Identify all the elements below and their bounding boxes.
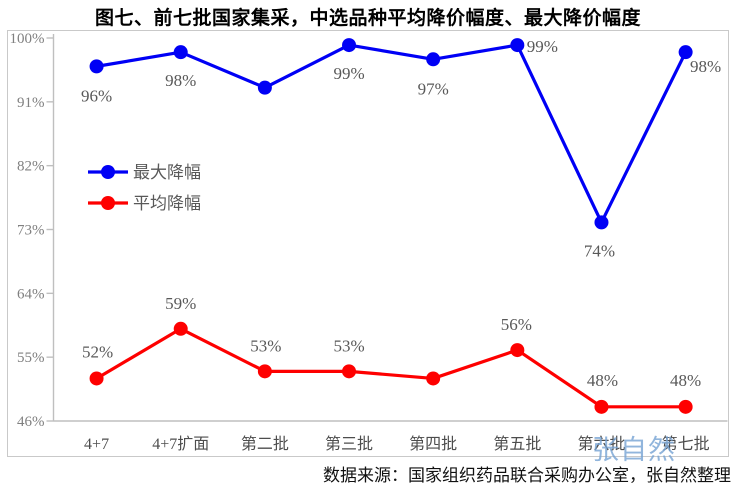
series-line [95, 327, 686, 409]
y-tick-label: 55% [17, 350, 45, 366]
y-tick-label: 82% [17, 159, 45, 175]
data-point [594, 215, 609, 230]
y-tick-label: 73% [17, 223, 45, 239]
data-point-label: 97% [418, 79, 449, 98]
legend-label: 最大降幅 [133, 163, 201, 182]
data-point [89, 371, 104, 386]
x-category-label: 第七批 [662, 435, 710, 453]
data-point [678, 399, 693, 414]
data-point-label: 98% [165, 71, 196, 90]
legend-marker [101, 165, 115, 179]
data-point-label: 74% [584, 241, 615, 260]
legend-label: 平均降幅 [133, 194, 201, 213]
legend-marker [101, 196, 115, 210]
y-tick-label: 64% [17, 286, 45, 302]
data-point-label: 53% [333, 336, 364, 355]
data-point [426, 371, 441, 386]
data-point [510, 343, 525, 358]
x-category-label: 第五批 [493, 435, 541, 453]
data-point [342, 364, 357, 379]
data-point [678, 45, 693, 60]
data-point-label: 98% [690, 57, 721, 76]
data-point [426, 52, 441, 67]
x-category-label: 第二批 [241, 435, 289, 453]
series-line [96, 43, 688, 225]
x-category-label: 第六批 [577, 435, 625, 453]
x-category-label: 4+7扩面 [152, 435, 209, 453]
data-point-label: 52% [82, 342, 113, 361]
data-point-label: 96% [81, 86, 112, 105]
data-point [510, 38, 525, 53]
data-point-label: 56% [501, 315, 532, 334]
data-point [173, 45, 188, 60]
data-point [89, 59, 104, 74]
data-point [342, 38, 357, 53]
data-source-note: 数据来源：国家组织药品联合采购办公室，张自然整理 [323, 466, 731, 485]
plot-frame [7, 30, 729, 457]
data-point-label: 99% [333, 64, 364, 83]
data-point-label: 53% [250, 336, 281, 355]
data-point [173, 321, 188, 336]
y-tick-label: 46% [17, 414, 45, 430]
y-tick-label: 91% [17, 95, 45, 111]
data-point-label: 99% [527, 37, 558, 56]
y-tick-label: 100% [10, 31, 45, 47]
x-category-label: 第三批 [325, 435, 373, 453]
x-category-label: 第四批 [409, 435, 457, 453]
data-point-label: 48% [670, 371, 701, 390]
x-category-label: 4+7 [84, 436, 109, 453]
data-point-label: 59% [165, 294, 196, 313]
data-point [594, 399, 609, 414]
data-point [257, 80, 272, 95]
data-point [257, 364, 272, 379]
data-point-label: 48% [587, 371, 618, 390]
chart-title: 图七、前七批国家集采，中选品种平均降价幅度、最大降价幅度 [94, 8, 641, 29]
